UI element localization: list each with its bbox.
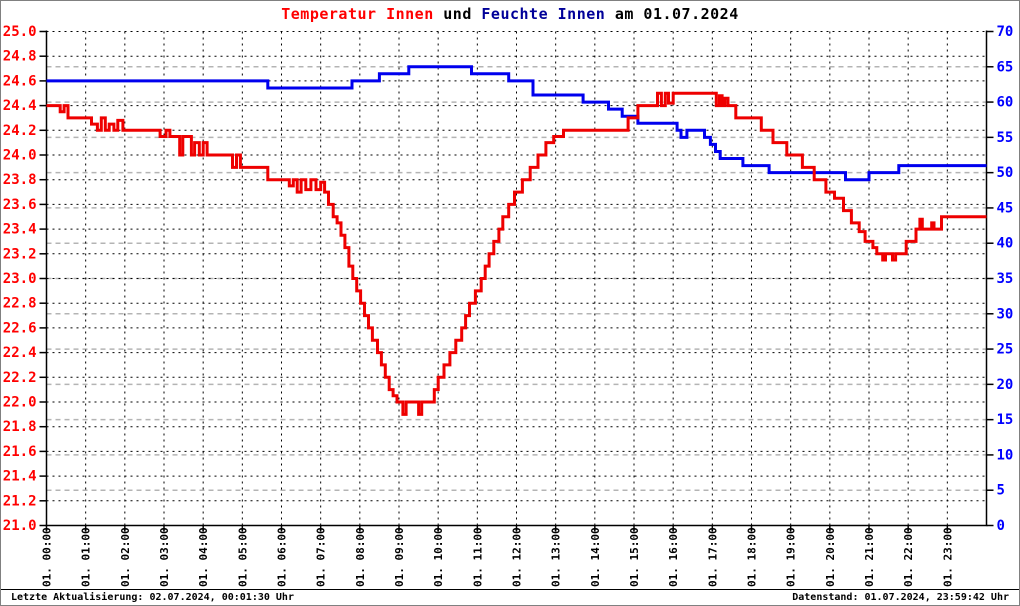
left-axis-tick-label: 21.4 (3, 469, 37, 485)
left-axis-tick-label: 24.8 (3, 49, 37, 65)
left-axis-tick-label: 22.2 (3, 370, 37, 386)
right-axis-tick-label: 35 (997, 271, 1014, 287)
left-axis-tick-label: 22.0 (3, 395, 37, 411)
x-axis-tick-label: 01. 10:00 (432, 527, 445, 587)
last-update-text: Letzte Aktualisierung: 02.07.2024, 00:01… (11, 592, 294, 603)
x-axis-tick-label: 01. 13:00 (550, 527, 563, 587)
right-axis-tick-label: 15 (997, 412, 1014, 428)
title-humidity-label: Feuchte Innen (481, 5, 606, 23)
x-axis-tick-label: 01. 17:00 (706, 527, 719, 587)
x-axis-tick-label: 01. 02:00 (119, 527, 132, 587)
left-axis-tick-label: 24.6 (3, 73, 37, 89)
title-und-text: und (433, 5, 482, 23)
left-axis-tick-label: 22.8 (3, 296, 37, 312)
right-axis-tick-label: 65 (997, 59, 1014, 75)
x-axis-tick-label: 01. 21:00 (863, 527, 876, 587)
left-axis-tick-label: 21.2 (3, 493, 37, 509)
right-axis-tick-label: 5 (997, 483, 1005, 499)
x-axis-tick-label: 01. 12:00 (511, 527, 524, 587)
right-axis-tick-label: 70 (997, 24, 1014, 40)
right-axis-tick-label: 40 (997, 236, 1014, 252)
x-axis-tick-label: 01. 07:00 (315, 527, 328, 587)
status-bar: Letzte Aktualisierung: 02.07.2024, 00:01… (1, 589, 1019, 605)
x-axis-tick-label: 01. 03:00 (158, 527, 171, 587)
left-axis-tick-label: 24.2 (3, 123, 37, 139)
x-axis-tick-label: 01. 18:00 (746, 527, 759, 587)
x-axis-tick-label: 01. 23:00 (941, 527, 954, 587)
x-axis-tick-label: 01. 16:00 (667, 527, 680, 587)
left-axis-tick-label: 23.6 (3, 197, 37, 213)
left-axis-tick-label: 24.4 (3, 98, 37, 114)
right-axis-tick-label: 0 (997, 518, 1005, 534)
left-axis-tick-label: 21.6 (3, 444, 37, 460)
left-axis-tick-label: 21.8 (3, 419, 37, 435)
x-axis-tick-label: 01. 06:00 (276, 527, 289, 587)
x-axis-tick-label: 01. 19:00 (785, 527, 798, 587)
left-axis-tick-label: 22.4 (3, 345, 37, 361)
right-axis-tick-label: 25 (997, 342, 1014, 358)
right-axis-tick-label: 55 (997, 130, 1014, 146)
right-axis-tick-label: 60 (997, 95, 1014, 111)
chart-title: Temperatur Innen und Feuchte Innen am 01… (1, 5, 1019, 23)
x-axis-tick-label: 01. 11:00 (471, 527, 484, 587)
title-temperature-label: Temperatur Innen (281, 5, 434, 23)
x-axis-tick-label: 01. 04:00 (197, 527, 210, 587)
right-axis-tick-label: 20 (997, 377, 1014, 393)
left-axis-tick-label: 23.0 (3, 271, 37, 287)
left-axis-tick-label: 21.0 (3, 518, 37, 534)
left-axis-tick-label: 24.0 (3, 148, 37, 164)
right-axis-tick-label: 10 (997, 447, 1014, 463)
left-axis-tick-label: 22.6 (3, 320, 37, 336)
x-axis-tick-label: 01. 14:00 (589, 527, 602, 587)
x-axis-tick-label: 01. 20:00 (824, 527, 837, 587)
data-state-text: Datenstand: 01.07.2024, 23:59:42 Uhr (792, 592, 1009, 603)
x-axis-tick-label: 01. 05:00 (236, 527, 249, 587)
x-axis-tick-label: 01. 00:00 (41, 527, 54, 587)
left-axis-tick-label: 25.0 (3, 24, 37, 40)
x-axis-tick-label: 01. 22:00 (902, 527, 915, 587)
x-axis-tick-label: 01. 01:00 (80, 527, 93, 587)
right-axis-tick-label: 50 (997, 165, 1014, 181)
x-axis-tick-label: 01. 08:00 (354, 527, 367, 587)
right-axis-tick-label: 30 (997, 306, 1014, 322)
x-axis-tick-label: 01. 15:00 (628, 527, 641, 587)
right-axis-tick-label: 45 (997, 200, 1014, 216)
x-axis-tick-label: 01. 09:00 (393, 527, 406, 587)
left-axis-tick-label: 23.2 (3, 246, 37, 262)
plot-area: 25.0 24.8 24.6 24.4 24.2 24.0 23.8 23.6 23.4 23.2… (3, 24, 1014, 587)
temperature-series-line (46, 91, 987, 416)
title-date-text: am 01.07.2024 (605, 5, 739, 23)
left-axis-tick-label: 23.4 (3, 222, 37, 238)
humidity-series-line (46, 65, 987, 182)
left-axis-tick-label: 23.8 (3, 172, 37, 188)
